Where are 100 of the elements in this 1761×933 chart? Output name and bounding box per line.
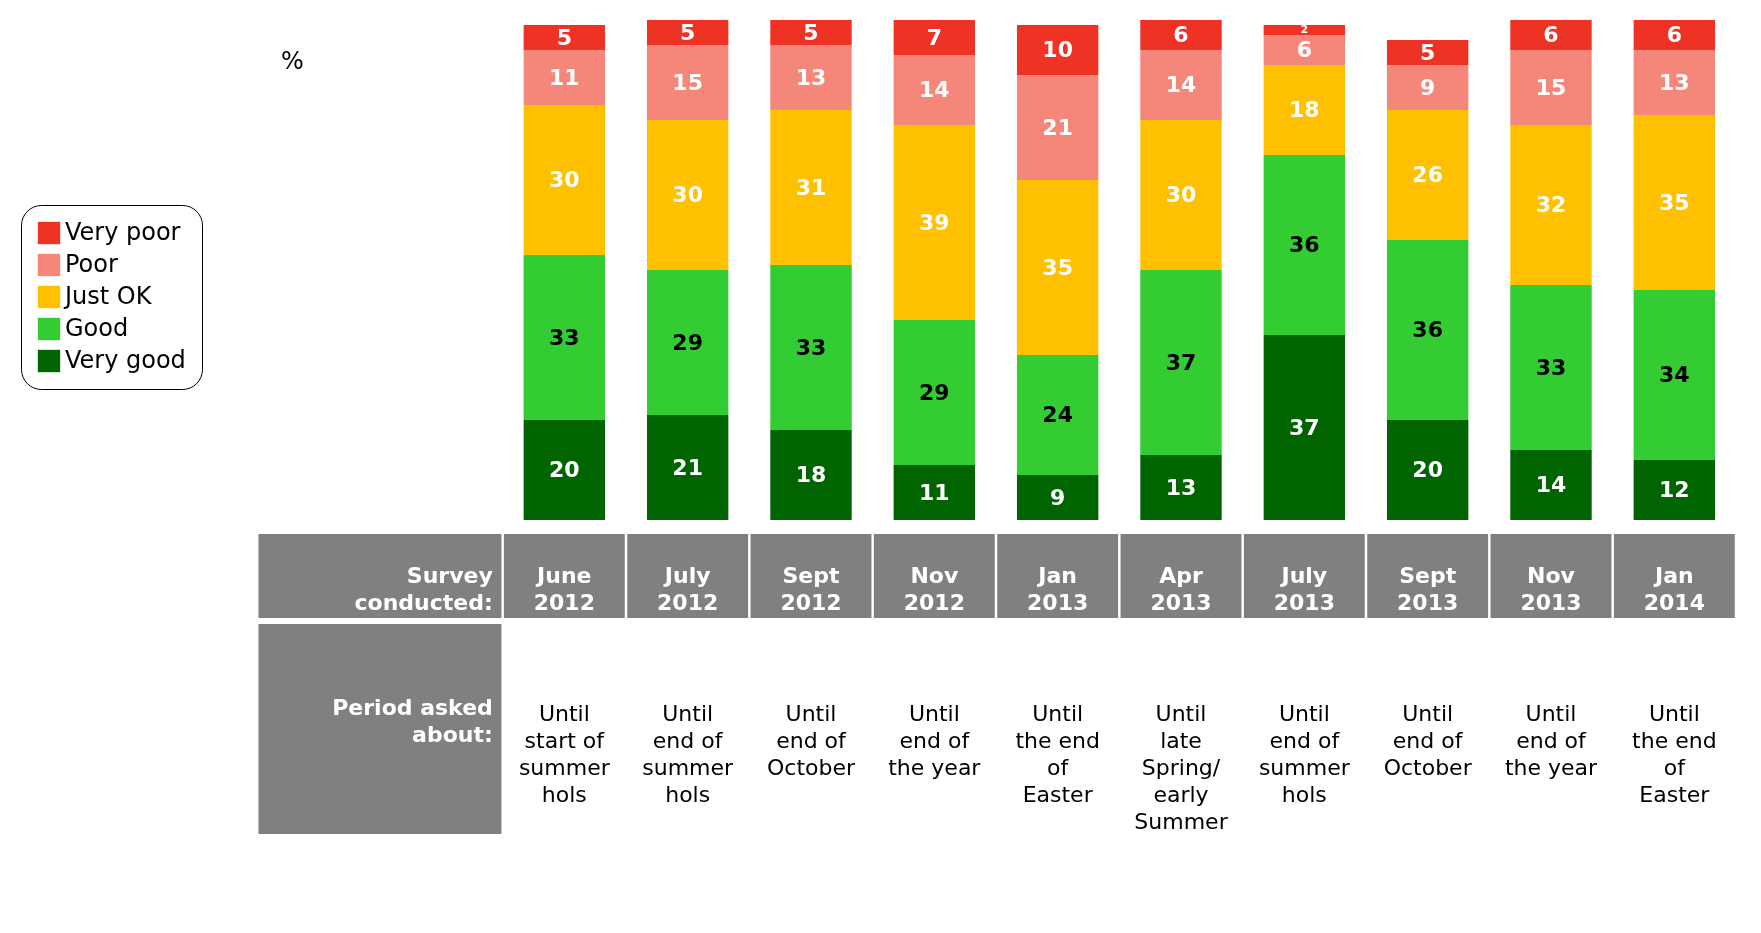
data-label: 9 — [1420, 74, 1436, 100]
data-label: 35 — [1042, 254, 1073, 280]
data-label: 26 — [1412, 162, 1443, 187]
x-tick-label: Apr 2013 — [1150, 563, 1212, 615]
data-label: 6 — [1543, 22, 1559, 47]
data-label: 13 — [1659, 69, 1690, 95]
data-label: 2 — [1300, 23, 1309, 36]
bar — [1633, 460, 1716, 520]
bar — [893, 320, 976, 465]
text: Until end of the year — [1504, 701, 1599, 780]
bar — [1510, 450, 1592, 520]
data-label: 18 — [795, 462, 827, 487]
x-axis-title: Survey conducted: — [354, 563, 493, 615]
bar — [1386, 65, 1469, 110]
bar — [1140, 455, 1222, 520]
data-label: 5 — [803, 19, 819, 45]
bar — [1510, 125, 1592, 285]
data-label: 15 — [672, 69, 703, 95]
data-label: 21 — [1042, 114, 1073, 140]
bar — [646, 270, 729, 415]
data-label: 24 — [1042, 402, 1073, 427]
data-label: 6 — [1296, 37, 1312, 62]
data-label: 29 — [919, 379, 950, 405]
x-tick-label: Jan 2014 — [1643, 563, 1705, 615]
bar — [1016, 180, 1099, 355]
bar — [1263, 335, 1346, 520]
data-label: 36 — [1412, 317, 1443, 342]
bar — [1140, 20, 1222, 50]
data-label: 39 — [919, 209, 950, 235]
text: Until start of summer hols — [518, 701, 611, 807]
data-label: 33 — [795, 334, 827, 360]
bar — [1016, 355, 1099, 475]
bar — [1263, 65, 1346, 155]
data-label: 10 — [1042, 37, 1073, 62]
data-label: 30 — [1165, 182, 1197, 207]
data-label: 29 — [672, 329, 703, 355]
x-tick-label: July 2013 — [1273, 563, 1335, 615]
bar — [893, 125, 976, 320]
bar — [1016, 25, 1099, 75]
bar — [1016, 475, 1099, 520]
bar — [893, 55, 976, 125]
bar — [1633, 115, 1716, 290]
bar — [893, 465, 976, 520]
legend-label: Very good — [65, 346, 186, 374]
data-label: 33 — [1535, 354, 1567, 380]
text: Until the end of Easter — [1015, 701, 1100, 807]
data-label: 5 — [1420, 39, 1436, 65]
data-label: 33 — [549, 324, 580, 350]
data-label: 14 — [919, 77, 950, 102]
data-label: 30 — [549, 167, 580, 192]
bar — [523, 50, 606, 105]
x-tick-label: July 2012 — [657, 563, 719, 615]
x-tick-label: Nov 2013 — [1520, 563, 1582, 615]
bar — [1386, 110, 1469, 240]
bar — [523, 105, 606, 255]
data-label: 7 — [926, 24, 942, 50]
data-label: 20 — [549, 457, 580, 482]
legend-label: Good — [65, 314, 129, 342]
bar — [1510, 285, 1592, 450]
bar — [1140, 270, 1222, 455]
bar — [1386, 240, 1469, 420]
text: Until end of the year — [888, 701, 982, 780]
data-label: 11 — [549, 64, 580, 90]
data-label: 30 — [672, 182, 703, 207]
bar — [646, 120, 729, 270]
bar — [1633, 50, 1716, 115]
bar — [523, 420, 606, 520]
data-label: 36 — [1289, 232, 1320, 257]
text: Until end of summer hols — [642, 701, 735, 807]
text: Period asked about: — [332, 695, 493, 747]
bar — [646, 415, 729, 520]
legend-label: Just OK — [63, 282, 153, 310]
x-tick-label: Nov 2012 — [903, 563, 965, 615]
bar — [1510, 50, 1592, 125]
bar — [1510, 20, 1592, 50]
text: Until late Spring/ early Summer — [1134, 701, 1229, 834]
bar — [770, 20, 852, 45]
text: Until the end of Easter — [1632, 701, 1717, 807]
bar — [770, 265, 852, 430]
x-tick-label: Sept 2012 — [780, 563, 842, 615]
data-label: 5 — [680, 19, 696, 45]
bar — [1263, 35, 1346, 65]
data-label: 34 — [1659, 362, 1690, 387]
bar — [1386, 40, 1469, 65]
legend-label: Poor — [65, 250, 118, 278]
data-label: 18 — [1289, 97, 1320, 122]
bar — [523, 255, 606, 420]
data-label: 20 — [1412, 457, 1443, 482]
bar — [646, 20, 729, 45]
data-label: 31 — [795, 174, 827, 200]
data-label: 9 — [1050, 484, 1066, 510]
legend-label: Very poor — [65, 218, 181, 246]
data-label: 32 — [1535, 192, 1567, 217]
data-label: 13 — [795, 64, 827, 90]
bar — [1140, 120, 1222, 270]
bar — [1633, 20, 1716, 50]
text: Until end of October — [1383, 701, 1473, 780]
bar — [646, 45, 729, 120]
data-label: 35 — [1659, 189, 1690, 215]
data-label: 37 — [1165, 349, 1197, 375]
